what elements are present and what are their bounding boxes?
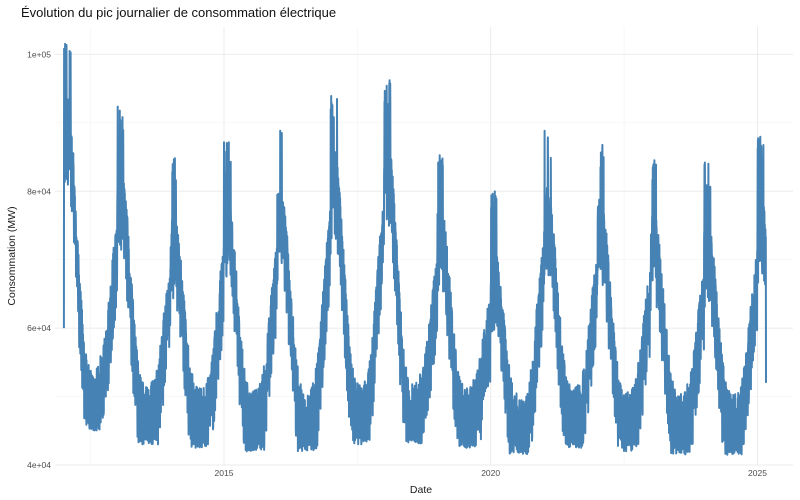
x-axis-tick-labels: 2015 2020 2025 [215, 468, 768, 478]
x-axis-title: Date [410, 484, 432, 496]
x-tick-label: 2025 [748, 468, 767, 478]
y-tick-label: 6e+04 [27, 323, 51, 333]
x-tick-label: 2015 [215, 468, 234, 478]
x-tick-label: 2020 [481, 468, 500, 478]
y-tick-label: 1e+05 [27, 49, 51, 59]
consumption-series-line [62, 42, 767, 456]
y-tick-label: 4e+04 [27, 460, 51, 470]
y-tick-label: 8e+04 [27, 186, 51, 196]
major-gridlines [55, 27, 793, 466]
y-axis-title: Consommation (MW) [6, 206, 18, 305]
y-axis-tick-labels: 4e+04 6e+04 8e+04 1e+05 [27, 49, 51, 470]
chart-title: Évolution du pic journalier de consommat… [21, 5, 337, 20]
